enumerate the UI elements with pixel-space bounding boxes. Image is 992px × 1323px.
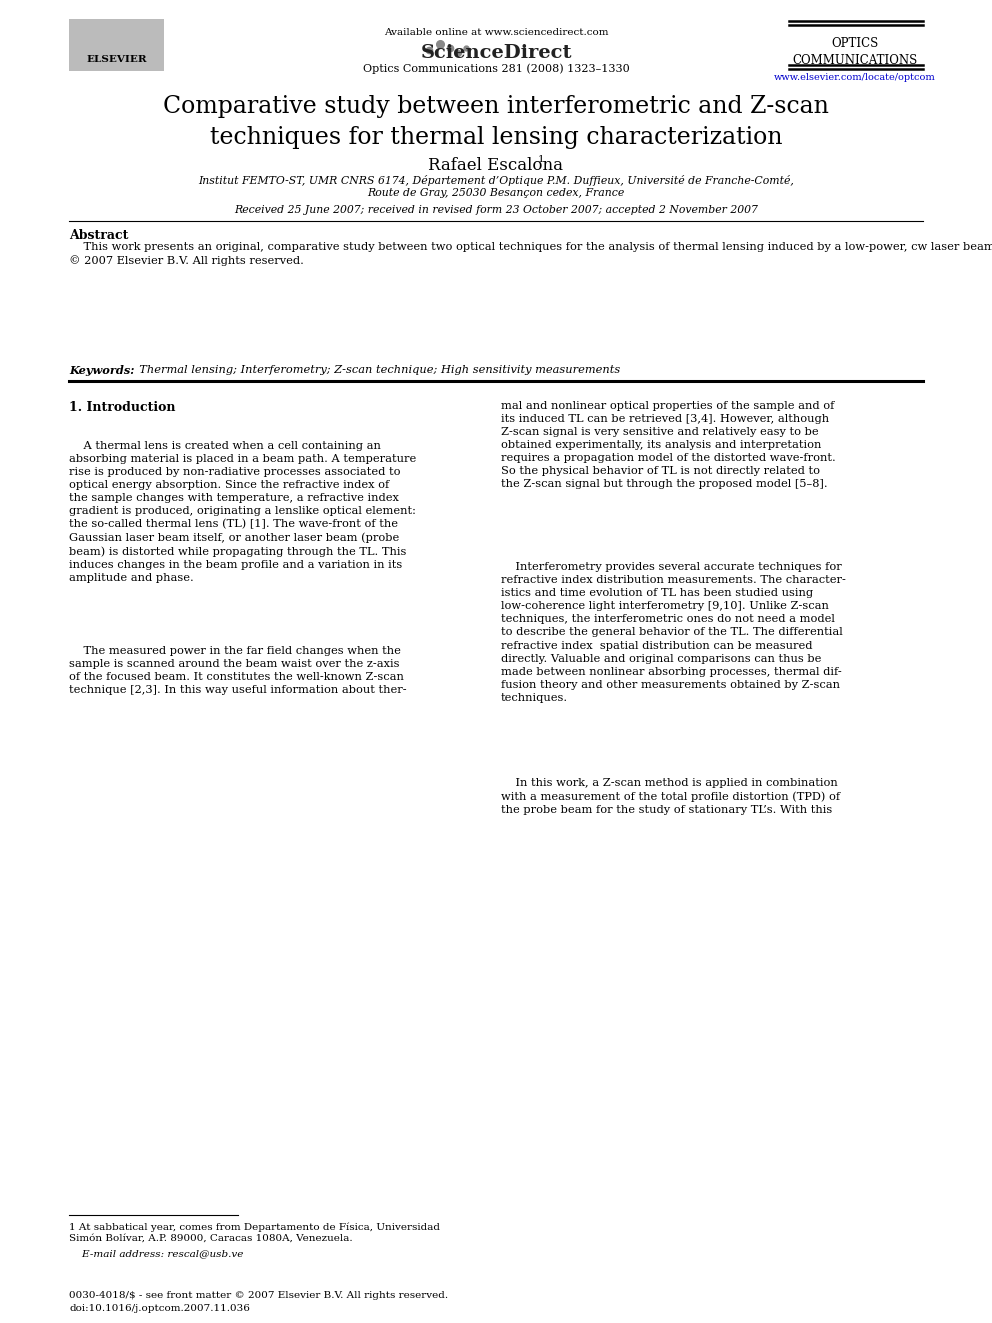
- Text: This work presents an original, comparative study between two optical techniques: This work presents an original, comparat…: [69, 242, 992, 266]
- Text: Interferometry provides several accurate techniques for
refractive index distrib: Interferometry provides several accurate…: [501, 562, 846, 703]
- Text: Available online at www.sciencedirect.com: Available online at www.sciencedirect.co…: [384, 28, 608, 37]
- Text: www.elsevier.com/locate/optcom: www.elsevier.com/locate/optcom: [774, 73, 936, 82]
- Text: A thermal lens is created when a cell containing an
absorbing material is placed: A thermal lens is created when a cell co…: [69, 441, 417, 583]
- Text: Abstract: Abstract: [69, 229, 129, 242]
- Text: Optics Communications 281 (2008) 1323–1330: Optics Communications 281 (2008) 1323–13…: [363, 64, 629, 74]
- Text: Institut FEMTO-ST, UMR CNRS 6174, Département d’Optique P.M. Duffieux, Universit: Institut FEMTO-ST, UMR CNRS 6174, Départ…: [198, 175, 794, 185]
- Text: mal and nonlinear optical properties of the sample and of
its induced TL can be : mal and nonlinear optical properties of …: [501, 401, 835, 490]
- Text: ELSEVIER: ELSEVIER: [86, 54, 148, 64]
- Text: The measured power in the far field changes when the
sample is scanned around th: The measured power in the far field chan…: [69, 646, 407, 695]
- Text: 1 At sabbatical year, comes from Departamento de Física, Universidad
Simón Bolív: 1 At sabbatical year, comes from Departa…: [69, 1222, 440, 1244]
- Text: OPTICS
COMMUNICATIONS: OPTICS COMMUNICATIONS: [793, 37, 918, 67]
- Text: In this work, a Z-scan method is applied in combination
with a measurement of th: In this work, a Z-scan method is applied…: [501, 778, 840, 815]
- Text: ScienceDirect: ScienceDirect: [421, 44, 571, 62]
- Text: Thermal lensing; Interferometry; Z-scan technique; High sensitivity measurements: Thermal lensing; Interferometry; Z-scan …: [132, 365, 620, 376]
- Text: Keywords:: Keywords:: [69, 365, 135, 376]
- Bar: [69, 19, 164, 71]
- Text: Received 25 June 2007; received in revised form 23 October 2007; accepted 2 Nove: Received 25 June 2007; received in revis…: [234, 205, 758, 216]
- Text: E-mail address: rescal@usb.ve: E-mail address: rescal@usb.ve: [69, 1249, 244, 1258]
- Text: doi:10.1016/j.optcom.2007.11.036: doi:10.1016/j.optcom.2007.11.036: [69, 1304, 250, 1314]
- Text: Route de Gray, 25030 Besançon cedex, France: Route de Gray, 25030 Besançon cedex, Fra…: [367, 188, 625, 198]
- Text: 0030-4018/$ - see front matter © 2007 Elsevier B.V. All rights reserved.: 0030-4018/$ - see front matter © 2007 El…: [69, 1291, 448, 1301]
- Text: Comparative study between interferometric and Z-scan
techniques for thermal lens: Comparative study between interferometri…: [163, 95, 829, 149]
- Text: 1. Introduction: 1. Introduction: [69, 401, 176, 414]
- Text: Rafael Escalona: Rafael Escalona: [429, 157, 563, 175]
- Text: 1: 1: [538, 155, 545, 164]
